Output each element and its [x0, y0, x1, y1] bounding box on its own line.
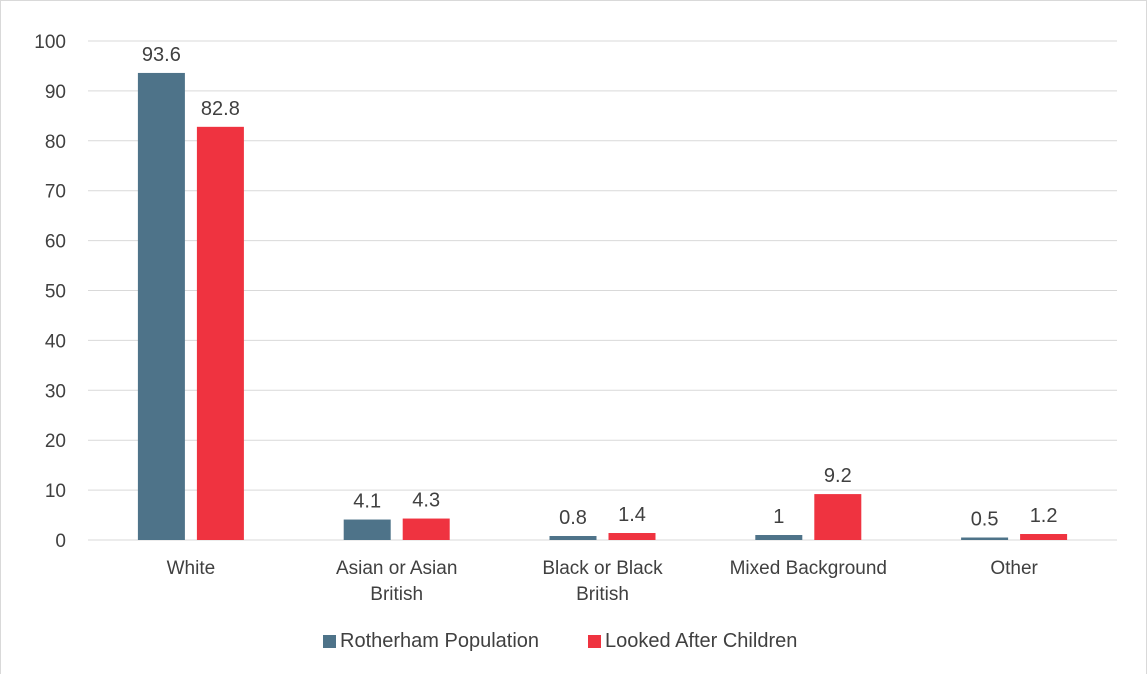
data-label: 9.2 [824, 465, 852, 487]
bar [196, 126, 244, 540]
data-label: 1.2 [1030, 505, 1058, 527]
bar [1020, 534, 1068, 540]
bar [814, 494, 862, 540]
y-tick-label: 80 [45, 132, 66, 153]
y-tick-label: 100 [34, 32, 66, 53]
y-tick-label: 70 [45, 182, 66, 203]
y-tick-label: 30 [45, 381, 66, 402]
data-label: 82.8 [201, 98, 240, 120]
bar [961, 537, 1009, 540]
y-tick-label: 90 [45, 82, 66, 103]
data-label: 4.1 [353, 491, 381, 513]
legend-label: Rotherham Population [340, 630, 539, 652]
y-tick-label: 50 [45, 282, 66, 303]
legend-label: Looked After Children [605, 630, 797, 652]
bar [549, 536, 597, 540]
y-tick-label: 40 [45, 331, 66, 352]
bar [755, 535, 803, 540]
data-label: 0.5 [971, 509, 999, 531]
data-label: 4.3 [412, 490, 440, 512]
gridlines [88, 40, 1117, 541]
y-tick-label: 10 [45, 481, 66, 502]
legend-swatch [323, 635, 336, 648]
legend: Rotherham Population Looked After Childre… [323, 630, 797, 652]
x-category-label: White [167, 558, 216, 579]
bar [343, 519, 391, 540]
bar [608, 533, 656, 540]
x-category-label: Other [990, 558, 1038, 579]
y-tick-label: 20 [45, 431, 66, 452]
bars [137, 72, 1068, 540]
legend-swatch [588, 635, 601, 648]
x-category-label: British [370, 584, 423, 605]
y-axis-ticks: 0 10 20 30 40 50 60 70 80 90 100 [34, 32, 66, 552]
x-category-label: Black or Black [542, 558, 663, 579]
x-axis-categories: White Asian or Asian British Black or Black… [167, 558, 1039, 605]
x-category-label: British [576, 584, 629, 605]
y-tick-label: 60 [45, 232, 66, 253]
data-label: 1.4 [618, 504, 646, 526]
y-tick-label: 0 [55, 531, 66, 552]
x-category-label: Mixed Background [730, 558, 887, 579]
data-label: 93.6 [142, 44, 181, 66]
data-labels: 93.6 82.8 4.1 4.3 0.8 1.4 1 9.2 0.5 1.2 [142, 44, 1058, 531]
x-category-label: Asian or Asian [336, 558, 457, 579]
data-label: 1 [773, 506, 784, 528]
bar [402, 518, 450, 540]
data-label: 0.8 [559, 507, 587, 529]
bar [137, 72, 185, 540]
